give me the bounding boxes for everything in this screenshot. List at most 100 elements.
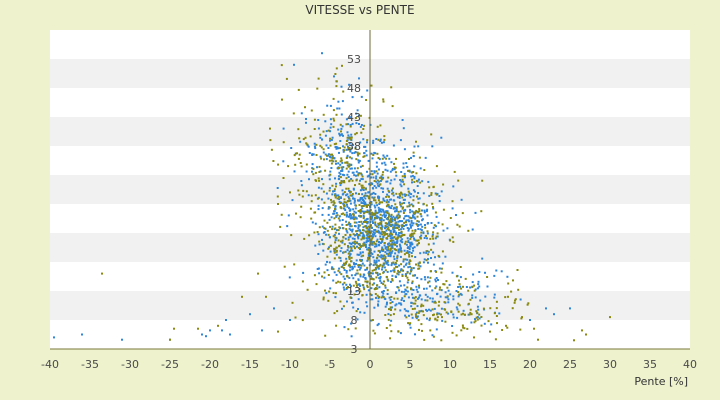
data-point [332, 125, 335, 128]
data-point [396, 257, 399, 260]
data-point [381, 246, 384, 249]
data-point [467, 302, 470, 305]
data-point [401, 119, 404, 121]
data-point [363, 219, 366, 222]
data-point [388, 213, 391, 216]
data-point [359, 273, 362, 276]
data-point [373, 268, 376, 271]
data-point [272, 160, 275, 162]
data-point [380, 175, 383, 178]
data-point [371, 211, 374, 214]
data-point [401, 224, 404, 227]
data-point [428, 308, 430, 311]
data-point [435, 235, 438, 238]
data-point [411, 210, 414, 213]
data-point [350, 274, 353, 277]
data-point [325, 233, 328, 236]
data-point [347, 187, 350, 190]
data-point [335, 273, 338, 276]
data-point [393, 199, 396, 202]
data-point [366, 211, 369, 214]
data-point [257, 272, 259, 275]
data-point [349, 202, 352, 205]
data-point [389, 337, 392, 340]
data-point [402, 162, 405, 165]
data-point [332, 204, 335, 207]
data-point [311, 221, 314, 224]
data-point [375, 186, 378, 189]
data-point [443, 301, 446, 304]
data-point [382, 219, 385, 222]
data-point [390, 225, 392, 228]
data-point [382, 190, 384, 193]
data-point [350, 249, 352, 252]
data-point [338, 171, 341, 174]
data-point [361, 235, 364, 238]
data-point [415, 315, 417, 318]
data-point [301, 319, 304, 322]
data-point [427, 258, 429, 261]
data-point [379, 279, 382, 282]
data-point [376, 179, 379, 182]
data-point [351, 237, 354, 240]
data-point [322, 113, 325, 116]
data-point [451, 325, 454, 327]
data-point [369, 193, 372, 196]
data-point [407, 310, 410, 313]
data-point [478, 313, 481, 316]
data-point [353, 151, 356, 154]
data-point [406, 237, 409, 240]
data-point [395, 259, 398, 262]
data-point [367, 235, 370, 238]
data-point [121, 338, 123, 341]
data-point [410, 193, 413, 196]
axes [50, 30, 690, 350]
data-point [411, 224, 414, 227]
data-point [319, 136, 322, 139]
data-point [382, 235, 385, 238]
data-point [335, 142, 338, 145]
data-point [364, 268, 367, 271]
data-point [416, 225, 419, 228]
data-point [385, 303, 388, 306]
data-point [403, 221, 406, 224]
data-point [347, 245, 349, 248]
data-point [408, 314, 410, 317]
data-point [357, 192, 360, 195]
data-point [399, 183, 402, 186]
data-point [344, 161, 347, 164]
data-point [390, 86, 393, 89]
data-point [400, 230, 403, 233]
data-point [495, 315, 498, 317]
data-point [380, 141, 383, 144]
data-point [418, 209, 421, 212]
data-point [339, 182, 342, 184]
data-point [282, 160, 285, 163]
data-point [414, 217, 417, 220]
data-point [390, 264, 393, 267]
data-point [355, 192, 357, 195]
data-point [304, 106, 306, 109]
data-point [419, 167, 422, 170]
data-point [355, 170, 358, 173]
data-point [371, 233, 374, 236]
data-point [446, 295, 449, 298]
data-point [334, 194, 336, 197]
data-point [363, 221, 366, 223]
data-point [366, 237, 369, 240]
data-point [418, 310, 421, 313]
data-point [429, 297, 432, 300]
data-point [329, 287, 332, 290]
data-point [339, 176, 342, 179]
data-point [377, 216, 380, 219]
data-point [377, 229, 380, 232]
data-point [379, 226, 382, 229]
data-point [417, 223, 420, 226]
data-point [511, 307, 514, 310]
data-point [380, 208, 383, 211]
data-point [351, 143, 354, 146]
data-point [380, 210, 383, 213]
data-point [343, 198, 346, 201]
data-point [393, 241, 396, 244]
data-point [333, 234, 336, 236]
